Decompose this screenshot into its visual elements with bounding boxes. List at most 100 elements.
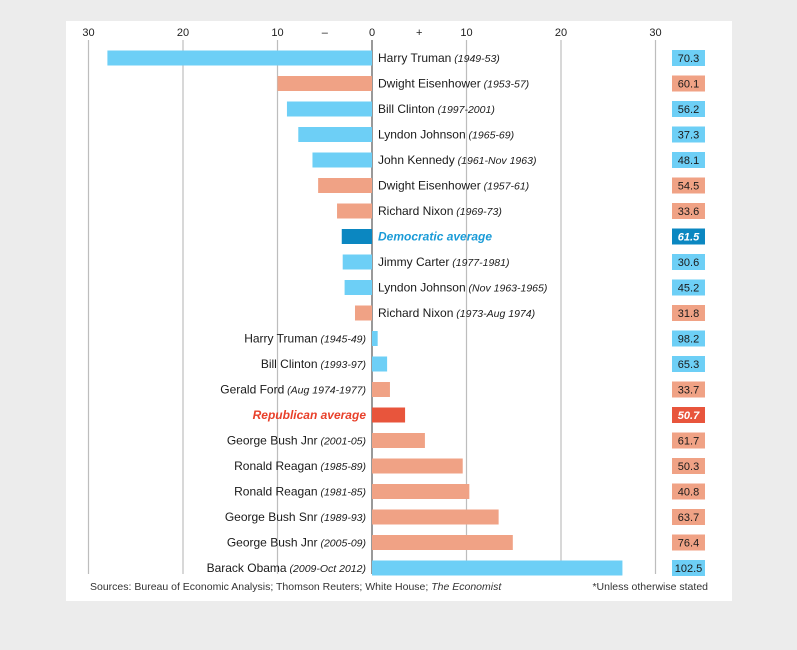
side-value: 56.2 [678,104,699,116]
bar [318,178,372,193]
side-value-box [672,254,705,270]
row-label-period: (2001-05) [318,436,366,448]
side-value-box [672,458,705,474]
row-label: Richard Nixon (1973-Aug 1974) [378,306,535,320]
chart-panel: 30 20 10 0 10 20 30 – + Harry Truman (1949-53) Dw… [66,21,732,601]
bar [372,509,499,525]
row-label: Bill Clinton (1997-2001) [378,102,495,116]
bar [312,152,372,168]
side-value-box [672,279,705,296]
bar [298,127,372,142]
side-value: 61.7 [678,436,699,448]
row-label-name: Richard Nixon [378,204,453,218]
side-value: 50.3 [678,461,699,473]
side-value: 40.8 [678,487,699,499]
row-label-period: (1953-57) [481,79,529,91]
bar [372,407,406,423]
row-label-period: (1969-73) [453,206,501,218]
row-label: George Bush Jnr (2001-05) [227,434,366,448]
row-label-name: Ronald Reagan [234,485,317,499]
x-tick-label: 20 [555,27,567,39]
row-label: Barack Obama (2009-Oct 2012) [207,561,366,575]
negative-sign-label: – [322,27,329,39]
bar [107,50,373,66]
side-value-box [672,50,705,66]
row-label-period: (1985-89) [318,461,366,473]
row-label-period: (1997-2001) [435,104,495,116]
row-label-name: Ronald Reagan [234,459,317,473]
row-label-period: (1993-97) [318,359,366,371]
row-label-name: Richard Nixon [378,306,453,320]
side-value-box [672,509,705,525]
side-value-box [672,177,705,194]
row-label: George Bush Jnr (2005-09) [227,536,366,550]
positive-sign-label: + [416,27,422,39]
row-label: Ronald Reagan (1985-89) [234,459,366,473]
side-value-box [672,101,705,117]
side-value-box [672,356,705,372]
bar [372,356,388,372]
side-value: 65.3 [678,359,699,371]
bar [341,229,372,244]
row-label-period: (1977-1981) [449,257,509,269]
row-label: Dwight Eisenhower (1953-57) [378,77,529,91]
row-label: Lyndon Johnson (1965-69) [378,128,514,142]
side-value-box [672,152,705,168]
side-value-box [672,75,705,92]
row-label-period: (Nov 1963-1965) [466,283,548,295]
side-values: 70.3 60.1 56.2 37.3 48.1 54.5 33.6 61.5 30.6 45.2… [672,50,705,576]
bar [372,331,378,346]
bar [277,76,372,91]
row-label: George Bush Snr (1989-93) [225,510,366,524]
side-value: 30.6 [678,257,699,269]
row-label-period: (Aug 1974-1977) [284,385,366,397]
row-label-name: Harry Truman [244,332,317,346]
row-label-period: (2005-09) [318,538,366,550]
row-label-period: (2009-Oct 2012) [287,563,366,575]
side-value: 70.3 [678,53,699,65]
row-label: Gerald Ford (Aug 1974-1977) [220,383,366,397]
row-label-period: (1961-Nov 1963) [455,155,537,167]
row-label: Harry Truman (1945-49) [244,332,366,346]
row-labels: Harry Truman (1949-53) Dwight Eisenhower … [207,51,548,575]
side-value-box [672,203,705,219]
side-value: 54.5 [678,181,699,193]
row-label: Jimmy Carter (1977-1981) [378,255,509,269]
footnote: *Unless otherwise stated [592,581,708,593]
side-value-box [672,330,705,347]
side-value: 31.8 [678,308,699,320]
side-value-box [672,432,705,449]
x-tick-label: 10 [271,27,283,39]
bar [372,560,623,576]
row-label-period: (1981-85) [318,487,366,499]
row-label: Ronald Reagan (1981-85) [234,485,366,499]
side-value-box [672,560,705,576]
side-value: 61.5 [678,232,700,244]
row-label-period: (1949-53) [451,53,499,65]
row-label-name: John Kennedy [378,153,455,167]
side-value: 60.1 [678,79,699,91]
row-label-name: Dwight Eisenhower [378,179,481,193]
bar [372,382,390,397]
row-label-period: (1957-61) [481,181,529,193]
row-label-name: Gerald Ford [220,383,284,397]
x-tick-label: 0 [369,27,375,39]
row-label: Republican average [253,408,367,422]
row-label: Richard Nixon (1969-73) [378,204,502,218]
x-tick-label: 20 [177,27,189,39]
row-label-name: Dwight Eisenhower [378,77,481,91]
row-label-name: Bill Clinton [378,102,435,116]
row-label-name: Barack Obama [207,561,287,575]
bar [372,433,425,448]
bar-chart: 30 20 10 0 10 20 30 – + Harry Truman (1949-53) Dw… [82,27,705,576]
row-label-period: (1945-49) [318,334,366,346]
row-label-name: Lyndon Johnson [378,128,466,142]
side-value: 63.7 [678,512,699,524]
bar [337,203,372,219]
side-value-box [672,534,705,551]
row-label-name: Republican average [253,408,367,422]
row-label-name: George Bush Snr [225,510,318,524]
bar [342,254,372,270]
row-label-period: (1973-Aug 1974) [453,308,535,320]
row-label: Democratic average [378,230,492,244]
